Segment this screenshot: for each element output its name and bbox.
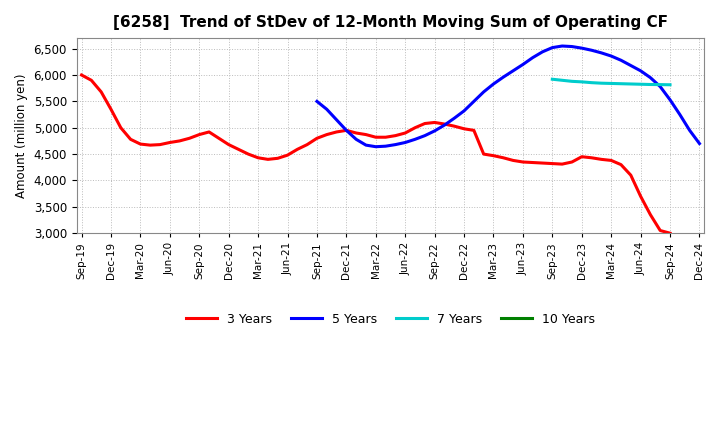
7 Years bbox=[636, 81, 645, 87]
5 Years bbox=[499, 74, 508, 80]
5 Years bbox=[332, 117, 341, 122]
7 Years bbox=[567, 79, 576, 84]
3 Years bbox=[283, 153, 292, 158]
7 Years bbox=[607, 81, 616, 86]
5 Years bbox=[342, 128, 351, 133]
3 Years bbox=[431, 120, 439, 125]
3 Years bbox=[77, 72, 86, 77]
7 Years bbox=[558, 77, 567, 83]
5 Years bbox=[646, 75, 654, 80]
5 Years bbox=[626, 63, 635, 68]
5 Years bbox=[401, 140, 410, 145]
5 Years bbox=[548, 45, 557, 50]
7 Years bbox=[548, 77, 557, 82]
7 Years bbox=[656, 82, 665, 87]
5 Years bbox=[323, 106, 331, 112]
Legend: 3 Years, 5 Years, 7 Years, 10 Years: 3 Years, 5 Years, 7 Years, 10 Years bbox=[181, 308, 600, 331]
7 Years bbox=[616, 81, 625, 86]
Y-axis label: Amount (million yen): Amount (million yen) bbox=[15, 73, 28, 198]
7 Years bbox=[577, 79, 586, 84]
5 Years bbox=[480, 89, 488, 95]
5 Years bbox=[567, 44, 576, 49]
5 Years bbox=[440, 122, 449, 128]
Line: 5 Years: 5 Years bbox=[317, 46, 699, 147]
3 Years bbox=[588, 155, 596, 161]
5 Years bbox=[588, 48, 596, 53]
5 Years bbox=[460, 108, 469, 114]
7 Years bbox=[646, 82, 654, 87]
7 Years bbox=[597, 81, 606, 86]
5 Years bbox=[539, 49, 547, 55]
5 Years bbox=[518, 62, 527, 67]
3 Years bbox=[391, 133, 400, 138]
5 Years bbox=[431, 128, 439, 133]
5 Years bbox=[656, 84, 665, 89]
5 Years bbox=[616, 58, 625, 63]
5 Years bbox=[607, 53, 616, 59]
5 Years bbox=[489, 81, 498, 87]
5 Years bbox=[352, 137, 361, 142]
5 Years bbox=[675, 112, 684, 117]
3 Years bbox=[666, 231, 675, 236]
7 Years bbox=[626, 81, 635, 87]
3 Years bbox=[215, 136, 223, 141]
Line: 3 Years: 3 Years bbox=[81, 75, 670, 233]
5 Years bbox=[509, 68, 518, 73]
5 Years bbox=[420, 133, 429, 138]
5 Years bbox=[695, 141, 703, 146]
5 Years bbox=[469, 99, 478, 104]
5 Years bbox=[636, 68, 645, 73]
5 Years bbox=[685, 128, 694, 133]
7 Years bbox=[588, 80, 596, 85]
5 Years bbox=[372, 144, 380, 149]
5 Years bbox=[391, 142, 400, 147]
5 Years bbox=[666, 97, 675, 103]
5 Years bbox=[597, 50, 606, 55]
Title: [6258]  Trend of StDev of 12-Month Moving Sum of Operating CF: [6258] Trend of StDev of 12-Month Moving… bbox=[113, 15, 668, 30]
5 Years bbox=[558, 44, 567, 49]
5 Years bbox=[410, 137, 419, 142]
5 Years bbox=[361, 143, 370, 148]
5 Years bbox=[382, 143, 390, 149]
7 Years bbox=[666, 82, 675, 88]
5 Years bbox=[577, 45, 586, 51]
3 Years bbox=[195, 132, 204, 137]
5 Years bbox=[312, 99, 321, 104]
5 Years bbox=[528, 55, 537, 60]
Line: 7 Years: 7 Years bbox=[552, 79, 670, 85]
5 Years bbox=[450, 116, 459, 121]
